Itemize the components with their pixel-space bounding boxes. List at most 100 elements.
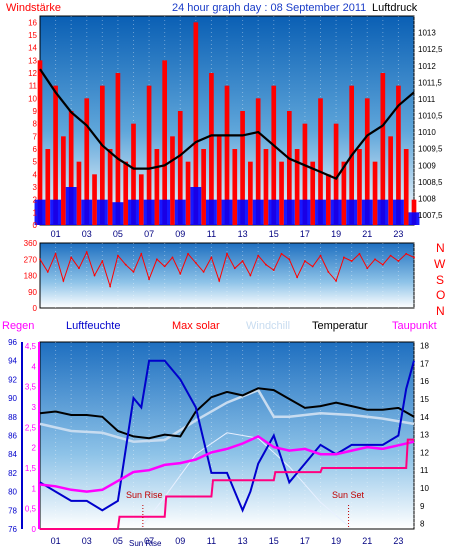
direction-y-tick-label: 360	[24, 239, 38, 248]
wind-x-tick-label: 01	[51, 229, 61, 239]
wind-x-tick-label: 13	[238, 229, 248, 239]
pressure-y-tick-label: 1012	[418, 62, 436, 71]
chart-title: 24 hour graph day : 08 September 2011	[172, 2, 366, 14]
direction-point	[226, 252, 228, 255]
wind-average-bar	[143, 199, 155, 225]
wind-average-bar	[50, 199, 62, 225]
temperature-y-tick-label: 10	[420, 484, 429, 493]
wind-average-bar	[268, 199, 280, 225]
pressure-y-tick-label: 1010	[418, 128, 436, 137]
direction-point	[342, 256, 345, 259]
wind-average-bar	[377, 199, 389, 225]
direction-point	[194, 261, 197, 264]
wind-y-tick-label: 2	[33, 196, 38, 205]
wind-gust-bar	[318, 98, 323, 225]
wind-gust-bar	[341, 161, 347, 225]
climate-panel-bg	[40, 342, 414, 529]
pressure-y-tick-label: 1012,5	[418, 45, 443, 54]
wind-y-tick-label: 6	[33, 145, 38, 154]
pressure-y-tick-label: 1007,5	[418, 211, 443, 220]
direction-point	[280, 252, 283, 255]
wind-x-tick-label: 03	[82, 229, 92, 239]
direction-point	[304, 260, 306, 262]
legend-rain: Regen	[2, 320, 34, 332]
wind-gust-bar	[364, 98, 370, 225]
pressure-y-tick-label: 1011,5	[418, 78, 442, 87]
direction-point	[163, 265, 166, 268]
pressure-y-tick-label: 1008,5	[418, 178, 443, 187]
temperature-line	[39, 387, 415, 440]
temperature-y-tick-label: 9	[420, 502, 425, 511]
wind-gust-bar	[255, 98, 261, 225]
wind-gust-bar	[92, 174, 97, 225]
wind-gust-bar	[123, 161, 129, 225]
wind-gust-bar	[146, 85, 152, 226]
sun-set-label: Sun Set	[332, 490, 365, 500]
pressure-y-tick-label: 1008	[418, 194, 436, 203]
wind-gust-bar	[177, 111, 183, 225]
wind-gust-bar	[107, 149, 113, 225]
direction-frame	[39, 242, 415, 309]
wind-average-bar	[361, 199, 373, 225]
pressure-line	[39, 68, 415, 180]
wind-gust-bar	[271, 85, 277, 226]
rain-y-tick-label: 2	[32, 444, 37, 453]
direction-point	[374, 258, 376, 261]
rain-y-tick-label: 0,5	[25, 505, 37, 514]
humidity-y-tick-label: 92	[8, 375, 17, 384]
wind-y-tick-label: 4	[33, 170, 38, 179]
compass-n-top: N	[436, 241, 445, 255]
wind-gust-bar	[76, 161, 82, 225]
direction-point	[54, 252, 57, 255]
direction-point	[179, 272, 182, 275]
climate-x-tick-label: 21	[362, 536, 372, 546]
temperature-y-tick-label: 14	[420, 413, 429, 422]
compass-s: S	[436, 273, 444, 287]
wind-x-tick-label: 23	[393, 229, 403, 239]
wind-gust-bar	[170, 136, 175, 225]
direction-point	[202, 270, 205, 273]
wind-gust-bar	[232, 149, 238, 225]
humidity-y-tick-label: 82	[8, 469, 17, 478]
direction-point	[265, 263, 267, 266]
direction-point	[389, 254, 392, 257]
wind-gust-bar	[37, 60, 43, 226]
humidity-y-tick-label: 76	[8, 525, 17, 534]
temperature-y-tick-label: 17	[420, 359, 429, 368]
legend-humidity: Luftfeuchte	[66, 320, 120, 332]
direction-point	[124, 263, 127, 266]
wind-average-bar	[283, 199, 295, 225]
temperature-y-tick-label: 12	[420, 448, 429, 457]
humidity-y-tick-label: 90	[8, 394, 17, 403]
wind-gust-bar	[193, 22, 199, 226]
humidity-y-tick-label: 84	[8, 450, 17, 459]
wind-average-bar	[205, 199, 217, 225]
wind-gust-bar	[396, 85, 401, 226]
direction-point	[155, 258, 158, 261]
direction-point	[327, 270, 330, 273]
wind-average-bar	[34, 199, 46, 225]
direction-point	[109, 285, 112, 288]
temperature-y-tick-label: 18	[420, 342, 429, 351]
wind-gust-bar	[286, 111, 292, 225]
wind-gust-bar	[372, 161, 378, 225]
direction-point	[101, 260, 104, 262]
wind-gust-bar	[68, 111, 74, 225]
humidity-y-tick-label: 78	[8, 506, 17, 515]
pressure-axis-title: Luftdruck	[372, 2, 418, 14]
wind-gust-bar	[240, 111, 245, 225]
humidity-line	[39, 359, 415, 513]
climate-x-tick-label: 01	[51, 536, 61, 546]
direction-point	[117, 254, 119, 257]
climate-x-tick-label: 11	[207, 536, 216, 546]
direction-y-tick-label: 0	[33, 304, 38, 313]
pressure-y-tick-label: 1009	[418, 161, 436, 170]
wind-x-tick-label: 05	[113, 229, 123, 239]
wind-average-bar	[159, 199, 171, 225]
wind-x-tick-label: 17	[300, 229, 310, 239]
rain-y-tick-label: 1,5	[25, 464, 37, 473]
wind-average-bar	[315, 199, 326, 225]
temperature-y-tick-label: 11	[420, 466, 429, 475]
direction-point	[366, 267, 369, 270]
